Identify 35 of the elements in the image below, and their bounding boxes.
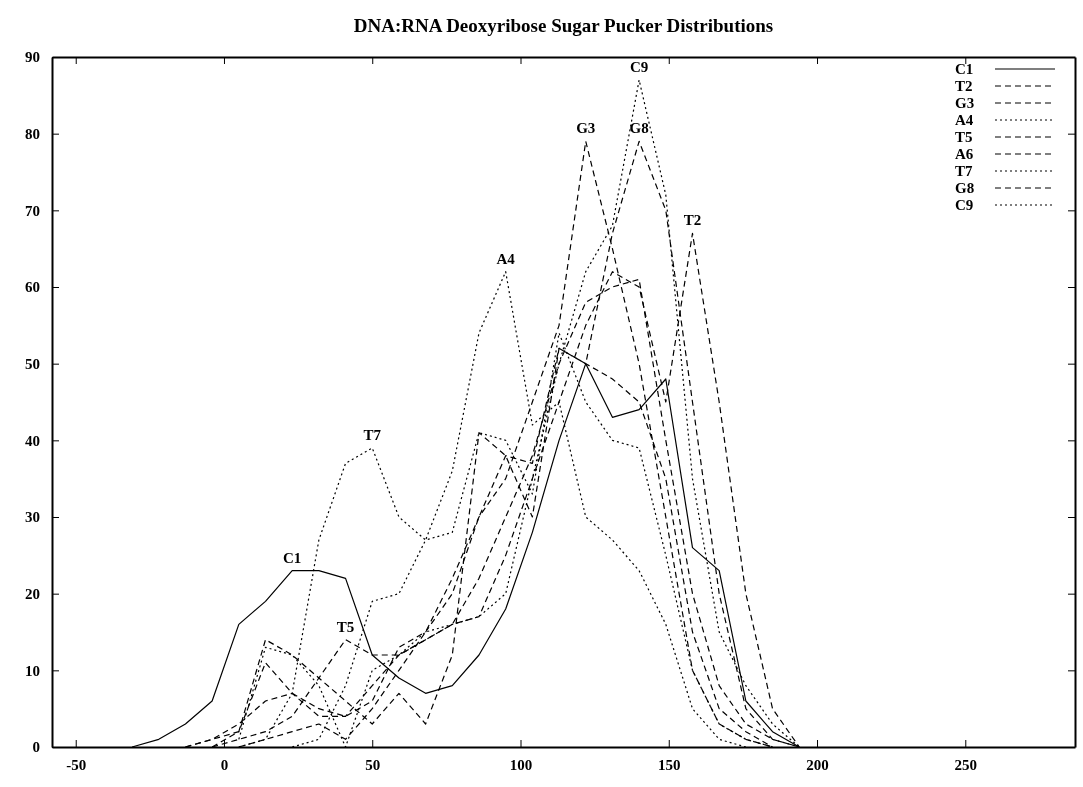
chart-title: DNA:RNA Deoxyribose Sugar Pucker Distributions [353, 15, 774, 36]
x-tick-label: 0 [220, 756, 229, 773]
y-tick-label: 30 [25, 509, 40, 526]
y-tick-label: 70 [25, 202, 40, 219]
legend-label: T7 [955, 163, 973, 179]
annotation: C9 [629, 59, 649, 75]
legend-label: G8 [955, 180, 975, 196]
y-tick-label: 60 [25, 279, 40, 296]
y-tick-label: 50 [25, 355, 40, 372]
x-tick-label: 250 [954, 756, 978, 773]
annotation: T7 [363, 427, 382, 443]
annotation: C1 [283, 549, 302, 566]
x-tick-label: -50 [66, 756, 87, 773]
legend-label: G3 [955, 95, 975, 111]
annotation: A4 [496, 250, 516, 267]
legend-label: C9 [955, 197, 974, 213]
legend-label: T2 [955, 78, 973, 94]
legend-label: A6 [955, 146, 974, 162]
x-tick-label: 150 [658, 756, 681, 773]
annotation: T2 [683, 212, 702, 229]
legend-label: T5 [955, 129, 973, 145]
y-tick-label: 90 [25, 49, 40, 66]
annotation: G8 [629, 120, 649, 137]
legend-label: C1 [955, 61, 974, 77]
y-tick-label: 0 [32, 739, 40, 756]
y-tick-label: 20 [25, 585, 40, 602]
x-tick-label: 200 [806, 756, 829, 773]
y-tick-label: 10 [25, 662, 40, 679]
legend-label: A4 [955, 112, 974, 128]
annotation: T5 [336, 618, 355, 635]
x-tick-label: 100 [509, 756, 533, 773]
annotation: G3 [576, 120, 596, 137]
y-tick-label: 40 [25, 432, 40, 449]
x-tick-label: 50 [365, 756, 381, 773]
y-tick-label: 80 [25, 125, 40, 142]
